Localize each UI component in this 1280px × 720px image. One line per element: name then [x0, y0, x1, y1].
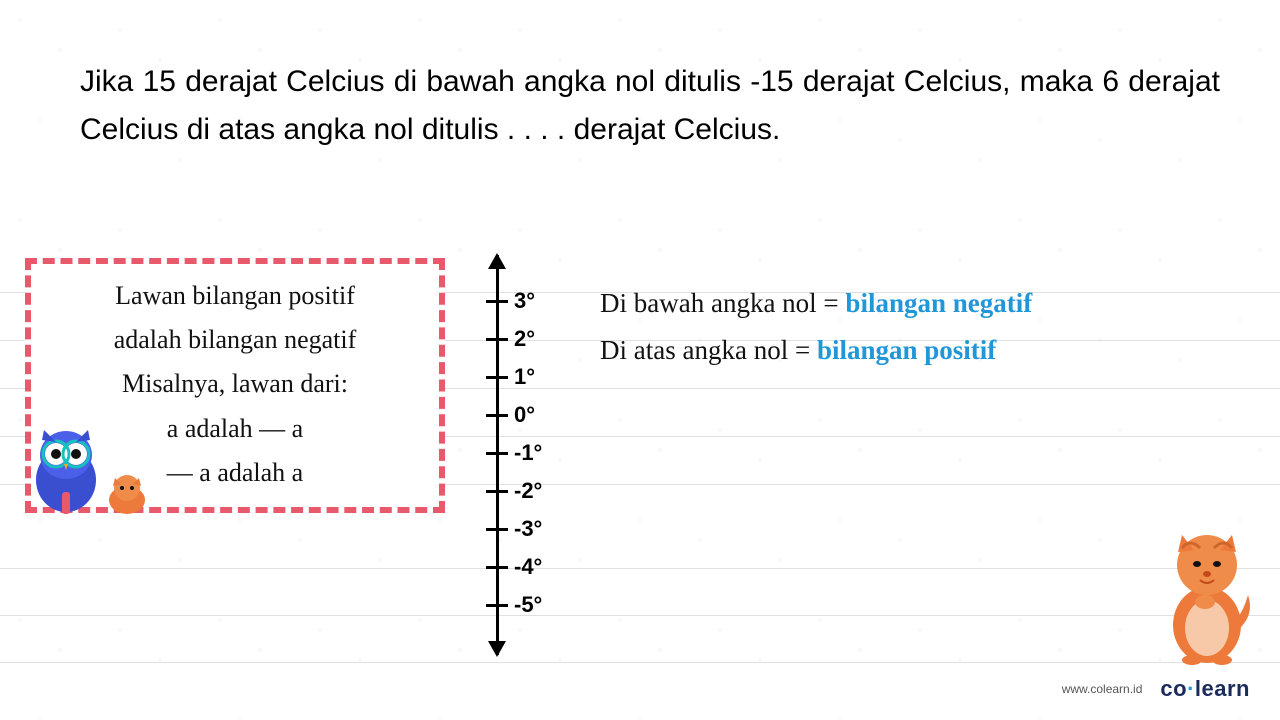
footer-url: www.colearn.id — [1062, 682, 1143, 696]
small-cat-mascot-icon — [105, 470, 150, 515]
note-2-pre: Di atas angka nol = — [600, 335, 817, 365]
thermo-label: -2° — [514, 478, 542, 504]
info-line-1: Lawan bilangan positif — [41, 274, 429, 318]
note-1-hl: bilangan negatif — [845, 288, 1032, 318]
thermo-label: -3° — [514, 516, 542, 542]
arrow-up-icon — [488, 253, 506, 269]
question-text: Jika 15 derajat Celcius di bawah angka n… — [80, 58, 1220, 154]
thermo-label: -5° — [514, 592, 542, 618]
brand-logo: co·learn — [1160, 676, 1250, 702]
thermometer-diagram: 3° 2° 1° 0° -1° -2° -3° -4° -5° — [482, 255, 562, 655]
thermo-tick — [486, 300, 508, 303]
thermo-label: 3° — [514, 288, 535, 314]
thermo-tick — [486, 452, 508, 455]
footer: www.colearn.id co·learn — [1062, 676, 1250, 702]
brand-dot: · — [1187, 676, 1195, 701]
thermo-label: -1° — [514, 440, 542, 466]
info-line-3: Misalnya, lawan dari: — [41, 362, 429, 406]
thermo-tick — [486, 376, 508, 379]
thermo-label: -4° — [514, 554, 542, 580]
thermo-tick — [486, 414, 508, 417]
rule-line — [0, 662, 1280, 663]
thermo-label: 0° — [514, 402, 535, 428]
notes-block: Di bawah angka nol = bilangan negatif Di… — [600, 280, 1032, 375]
thermo-label: 2° — [514, 326, 535, 352]
info-line-2: adalah bilangan negatif — [41, 318, 429, 362]
thermo-tick — [486, 338, 508, 341]
cat-mascot-icon — [1160, 520, 1255, 665]
note-line-1: Di bawah angka nol = bilangan negatif — [600, 280, 1032, 327]
note-line-2: Di atas angka nol = bilangan positif — [600, 327, 1032, 374]
thermo-tick — [486, 566, 508, 569]
thermo-label: 1° — [514, 364, 535, 390]
thermo-tick — [486, 490, 508, 493]
arrow-down-icon — [488, 641, 506, 657]
rule-line — [0, 615, 1280, 616]
thermo-axis — [496, 255, 499, 655]
brand-post: learn — [1195, 676, 1250, 701]
rule-line — [0, 568, 1280, 569]
brand-pre: co — [1160, 676, 1187, 701]
note-2-hl: bilangan positif — [817, 335, 996, 365]
thermo-tick — [486, 528, 508, 531]
note-1-pre: Di bawah angka nol = — [600, 288, 845, 318]
thermo-tick — [486, 604, 508, 607]
owl-mascot-icon — [26, 420, 106, 515]
